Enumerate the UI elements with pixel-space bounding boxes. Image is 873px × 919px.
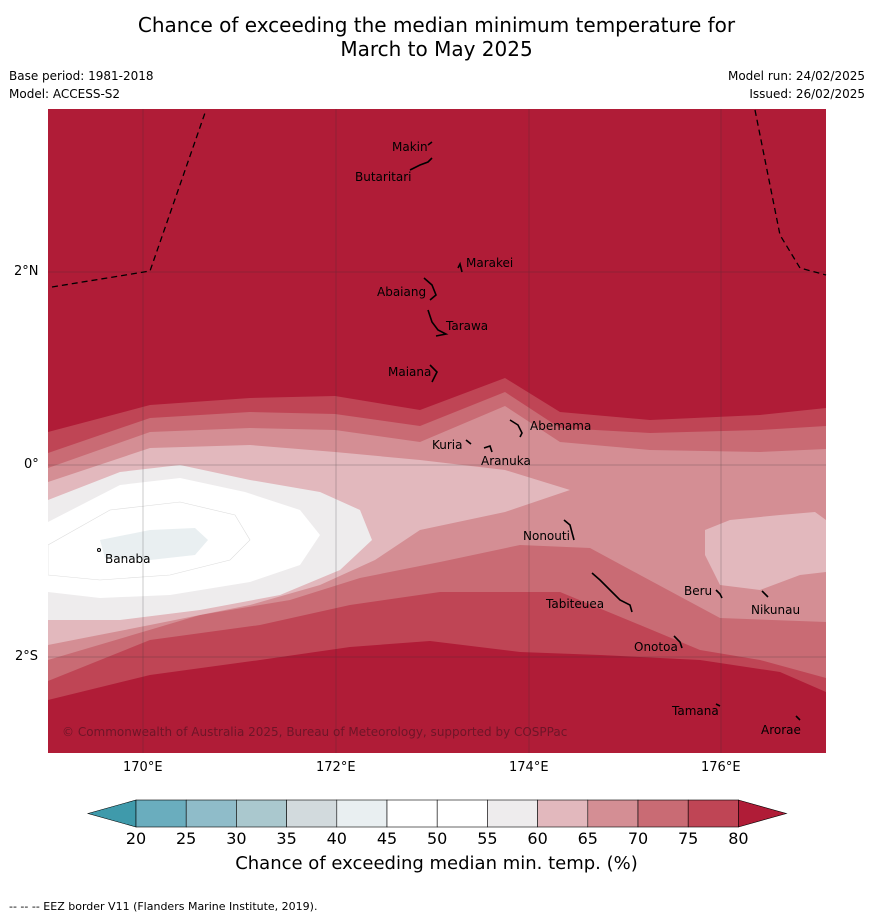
label-nikunau: Nikunau	[751, 603, 800, 617]
colorbar-swatch	[687, 799, 739, 828]
model-name: Model: ACCESS-S2	[9, 87, 121, 101]
issued-date: Issued: 26/02/2025	[749, 87, 865, 101]
label-tabiteuea: Tabiteuea	[545, 597, 604, 611]
base-period: Base period: 1981-2018	[9, 69, 154, 83]
colorbar-tick-label: 70	[627, 829, 649, 848]
label-makin: Makin	[392, 140, 428, 154]
colorbar-tick-label: 50	[427, 829, 448, 848]
colorbar-tick-label: 60	[527, 829, 548, 848]
colorbar-swatch	[135, 799, 187, 828]
colorbar-tick-label: 30	[226, 829, 247, 848]
lat-tick-0: 0°	[24, 457, 39, 472]
label-abemama: Abemama	[530, 419, 591, 433]
colorbar-swatch	[336, 799, 388, 828]
label-arorae: Arorae	[761, 723, 801, 737]
colorbar-swatch	[386, 799, 438, 828]
colorbar-swatch	[537, 799, 589, 828]
lon-tick-172e: 172°E	[316, 760, 356, 775]
copyright-note: © Commonwealth of Australia 2025, Bureau…	[62, 725, 567, 739]
colorbar-arrow-low	[86, 799, 137, 828]
colorbar-tick-label: 55	[477, 829, 498, 848]
label-abaiang: Abaiang	[377, 285, 426, 299]
lon-tick-176e: 176°E	[701, 760, 741, 775]
label-kuria: Kuria	[432, 438, 463, 452]
lon-tick-170e: 170°E	[123, 760, 163, 775]
label-maiana: Maiana	[388, 365, 431, 379]
colorbar-tick-label: 45	[376, 829, 398, 848]
island-labels: Makin Butaritari Marakei Abaiang Tarawa …	[105, 140, 801, 737]
colorbar-swatch	[236, 799, 287, 828]
lat-tick-2s: 2°S	[15, 649, 39, 664]
lon-tick-174e: 174°E	[509, 760, 549, 775]
colorbar-arrow-high	[738, 799, 788, 828]
lat-tick-2n: 2°N	[14, 264, 39, 279]
colorbar	[86, 799, 788, 828]
model-run-date: Model run: 24/02/2025	[727, 69, 865, 83]
colorbar-tick-label: 25	[176, 829, 197, 848]
label-tarawa: Tarawa	[445, 319, 488, 333]
label-nonouti: Nonouti	[523, 529, 570, 543]
colorbar-swatch	[185, 799, 237, 828]
label-tamana: Tamana	[671, 704, 719, 718]
colorbar-swatch	[286, 799, 338, 828]
colorbar-swatch	[436, 799, 488, 828]
band-60-65-east	[705, 512, 826, 590]
colorbar-tick-label: 35	[276, 829, 297, 848]
probability-contours	[48, 109, 826, 753]
label-butaritari: Butaritari	[355, 170, 412, 184]
label-onotoa: Onotoa	[634, 640, 678, 654]
colorbar-tick-label: 40	[326, 829, 347, 848]
label-beru: Beru	[684, 584, 712, 598]
label-banaba: Banaba	[105, 552, 151, 566]
band-40-45	[100, 528, 208, 560]
colorbar-tick-label: 75	[678, 829, 699, 848]
island-outlines	[97, 141, 801, 721]
label-aranuka: Aranuka	[481, 454, 531, 468]
colorbar-tick-label: 20	[125, 829, 147, 848]
eez-footnote: -- -- -- EEZ border V11 (Flanders Marine…	[9, 900, 318, 913]
graticule	[48, 109, 826, 753]
colorbar-tick-label: 65	[577, 829, 598, 848]
eez-border	[51, 109, 827, 288]
colorbar-tick-label: 80	[728, 829, 749, 848]
colorbar-swatch	[637, 799, 689, 828]
label-marakei: Marakei	[466, 256, 513, 270]
colorbar-swatch	[487, 799, 538, 828]
map-title-line1: Chance of exceeding the median minimum t…	[137, 13, 736, 37]
map-title-line2: March to May 2025	[340, 37, 533, 61]
colorbar-swatch	[587, 799, 639, 828]
colorbar-title: Chance of exceeding median min. temp. (%…	[235, 853, 638, 874]
